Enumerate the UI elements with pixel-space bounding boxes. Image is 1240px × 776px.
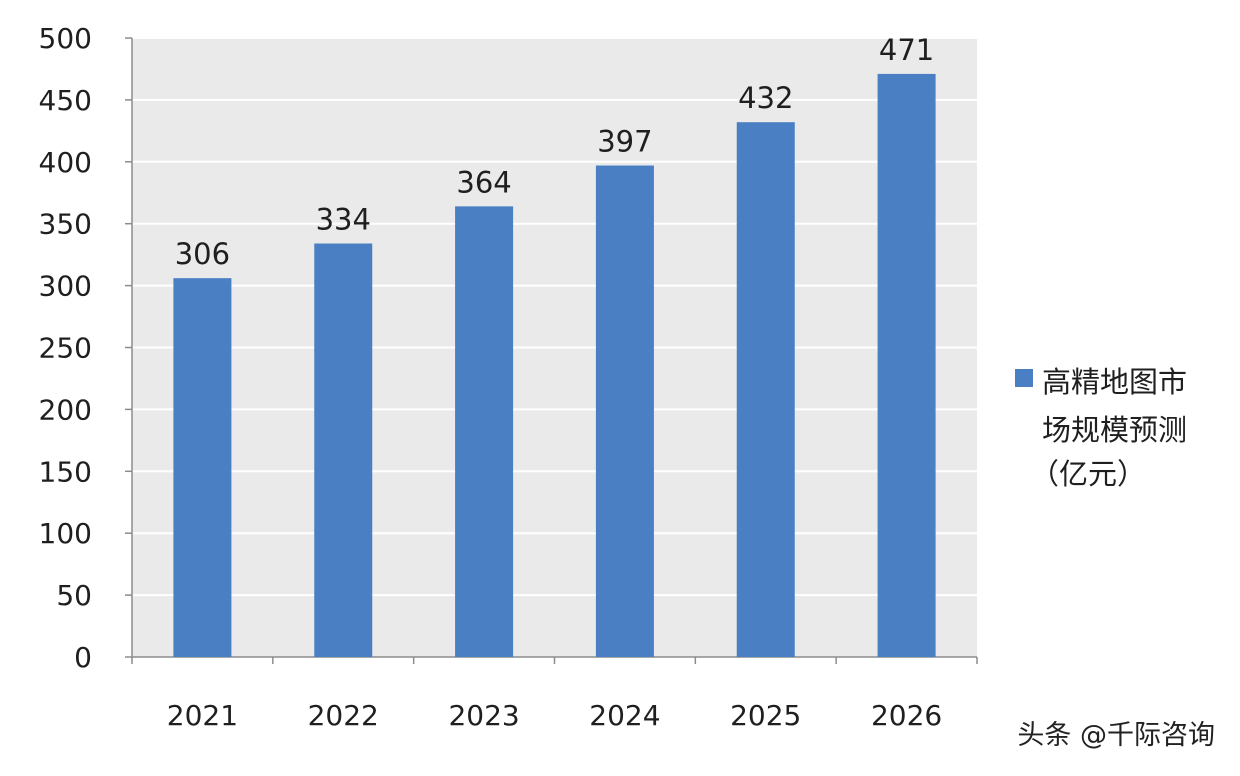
y-tick-label: 100 xyxy=(39,517,92,550)
legend-label-line-3: （亿元） xyxy=(1030,457,1146,491)
x-tick-label-2025: 2025 xyxy=(730,699,801,732)
axes xyxy=(125,37,978,664)
bar-2025 xyxy=(736,122,795,657)
x-tick-label-2022: 2022 xyxy=(308,699,379,732)
y-tick-label: 400 xyxy=(39,146,92,179)
data-label-2021: 306 xyxy=(175,237,230,271)
y-tick-label: 450 xyxy=(39,84,92,117)
data-label-2023: 364 xyxy=(456,165,511,199)
bar-2021 xyxy=(173,278,232,657)
bar-2023 xyxy=(455,206,514,658)
bar-2024 xyxy=(595,165,654,658)
data-label-2025: 432 xyxy=(738,81,793,115)
y-tick-label: 300 xyxy=(39,270,92,303)
bars xyxy=(173,73,936,658)
legend: 高精地图市 场规模预测 （亿元） xyxy=(1015,365,1187,491)
credit-watermark: 头条 @千际咨询 xyxy=(1017,720,1215,751)
y-tick-label: 50 xyxy=(56,579,92,612)
legend-swatch xyxy=(1015,369,1033,387)
bar-2026 xyxy=(877,73,936,658)
x-tick-labels: 2021 2022 2023 2024 2025 2026 xyxy=(167,699,942,732)
legend-label-line-1: 高精地图市 xyxy=(1042,365,1187,399)
y-tick-label: 500 xyxy=(39,22,92,55)
data-label-2022: 334 xyxy=(316,203,371,237)
data-label-2026: 471 xyxy=(879,33,934,67)
y-tick-labels: 0 50 100 150 200 250 300 350 400 450 500 xyxy=(39,22,92,674)
x-tick-label-2021: 2021 xyxy=(167,699,238,732)
y-tick-label: 150 xyxy=(39,455,92,488)
data-labels: 306 334 364 397 432 471 xyxy=(175,33,935,271)
gridlines xyxy=(132,37,977,597)
legend-label-line-2: 场规模预测 xyxy=(1042,413,1187,447)
y-tick-label: 250 xyxy=(39,332,92,365)
y-tick-label: 0 xyxy=(74,641,92,674)
data-label-2024: 397 xyxy=(597,125,652,159)
y-tick-label: 350 xyxy=(39,208,92,241)
x-tick-label-2024: 2024 xyxy=(589,699,660,732)
y-tick-label: 200 xyxy=(39,393,92,426)
x-tick-label-2023: 2023 xyxy=(448,699,519,732)
bar-2022 xyxy=(314,243,373,657)
x-tick-label-2026: 2026 xyxy=(871,699,942,732)
